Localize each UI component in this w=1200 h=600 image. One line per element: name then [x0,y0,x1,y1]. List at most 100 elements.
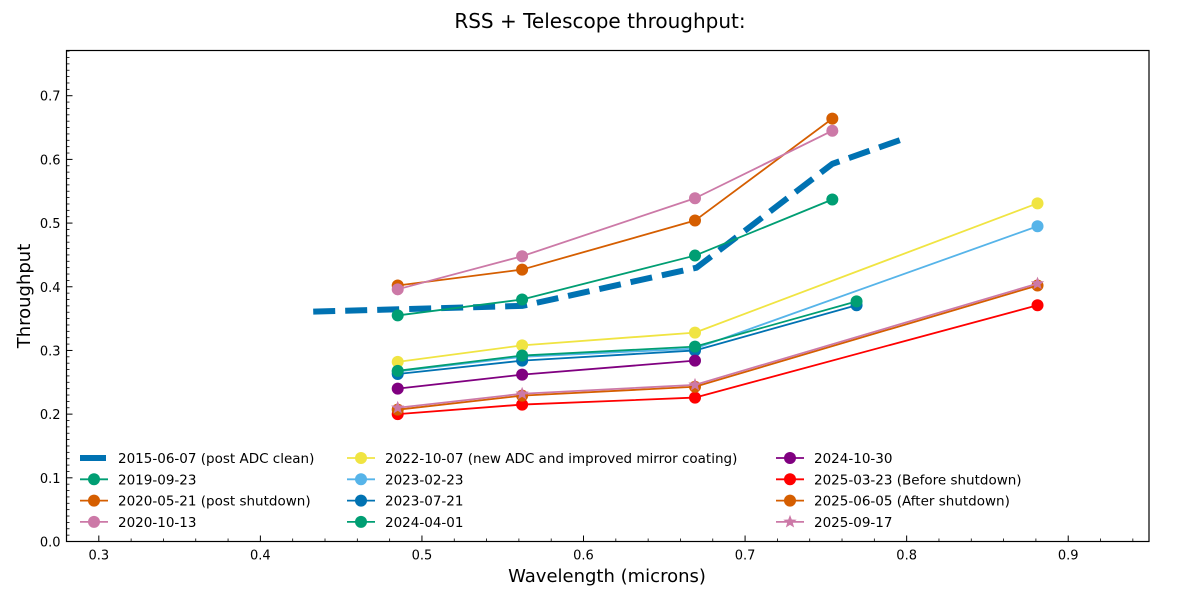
data-point [391,364,404,377]
series-3 [391,124,839,296]
legend-item: 2025-09-17 [776,514,892,531]
x-tick-label: 0.5 [412,549,433,564]
series-11 [391,276,1045,414]
data-point [391,400,405,414]
data-point [826,124,839,137]
data-point [688,192,701,205]
series-line [397,202,1038,363]
data-point [516,398,529,411]
legend-item: 2015-06-07 (post ADC clean) [80,451,314,467]
series-7 [391,295,863,377]
x-tick-label: 0.9 [1058,549,1079,564]
y-tick-label: 0.2 [40,408,61,423]
data-point [688,391,701,404]
legend-item: 2025-03-23 (Before shutdown) [776,472,1022,488]
data-point [391,382,404,395]
data-point [826,193,839,206]
legend-marker [783,514,797,528]
series-8 [391,354,701,395]
legend-marker [88,473,100,486]
y-axis-label: Throughput [14,244,35,350]
data-point [688,326,701,339]
legend-label: 2020-05-21 (post shutdown) [118,494,311,510]
legend-item: 2020-05-21 (post shutdown) [80,494,311,510]
y-tick-label: 0.3 [40,344,61,359]
data-point [826,112,839,125]
legend-item: 2023-02-23 [347,472,463,488]
data-point [391,283,404,296]
legend-item: 2024-10-30 [776,451,892,467]
legend-label: 2019-09-23 [118,472,196,488]
legend-marker [355,494,367,507]
x-tick-label: 0.6 [573,549,594,564]
legend-marker [88,515,100,528]
legend-item: 2025-06-05 (After shutdown) [776,494,1010,510]
plot-frame [65,49,1150,543]
x-tick-label: 0.3 [88,549,109,564]
series-5 [391,220,1044,378]
series-line [397,304,857,375]
legend-label: 2015-06-07 (post ADC clean) [118,451,314,467]
series-line [397,304,1038,416]
x-tick-label: 0.7 [735,549,756,564]
legend-marker [784,452,796,464]
data-point [1031,299,1044,312]
data-point [516,293,529,306]
legend-label: 2020-10-13 [118,515,196,531]
y-tick-label: 0.7 [40,90,61,105]
y-tick-label: 0.1 [40,472,61,487]
y-tick-label: 0.0 [40,536,61,551]
series-line [397,282,1038,409]
series-4 [391,197,1044,368]
data-point [516,263,529,276]
legend-marker [784,473,796,486]
data-point [516,349,529,362]
legend-marker [355,473,367,486]
legend-label: 2025-06-05 (After shutdown) [814,494,1010,510]
series-1 [391,193,839,322]
legend-item: 2019-09-23 [80,472,196,488]
data-point [688,214,701,227]
data-point [850,295,863,308]
legend-item: 2022-10-07 (new ADC and improved mirror … [347,451,737,467]
legend-label: 2024-10-30 [814,451,892,467]
data-point [688,354,701,367]
series-6 [391,299,863,381]
plot-area: 0.3 0.4 0.5 0.6 0.7 0.8 0.9 0.0 0.1 0.2 0.3 0.4 0.5… [40,49,1150,564]
series-10 [391,279,1044,416]
x-axis-ticks: 0.3 0.4 0.5 0.6 0.7 0.8 0.9 [88,535,1134,564]
legend-label: 2025-09-17 [814,515,892,531]
x-tick-label: 0.8 [896,549,917,564]
data-point [688,340,701,353]
data-point [516,368,529,381]
legend-marker [784,494,796,507]
legend: 2015-06-07 (post ADC clean) 2019-09-23 202… [80,451,1022,531]
series-2 [391,112,839,292]
series-line [397,129,833,291]
data-point [516,339,529,352]
y-tick-label: 0.4 [40,281,61,296]
data-point [515,386,529,400]
y-tick-label: 0.6 [40,153,61,168]
legend-label: 2024-04-01 [385,515,463,531]
y-axis-ticks: 0.0 0.1 0.2 0.3 0.4 0.5 0.6 0.7 [40,50,73,551]
data-point [1031,220,1044,233]
data-point [516,250,529,263]
series-line [397,284,1038,411]
series-line [397,198,833,317]
legend-item: 2023-07-21 [347,494,463,510]
data-point [688,377,702,391]
chart-title: RSS + Telescope throughput: [454,9,745,33]
series-line [397,300,857,372]
x-tick-label: 0.4 [250,549,271,564]
legend-marker [355,452,367,464]
y-tick-label: 0.5 [40,217,61,232]
series-line [397,225,1038,373]
data-point [1031,197,1044,210]
legend-marker [88,494,100,507]
data-point [1030,276,1045,290]
legend-label: 2023-07-21 [385,494,463,510]
series-layer [313,112,1045,421]
data-point [391,355,404,368]
